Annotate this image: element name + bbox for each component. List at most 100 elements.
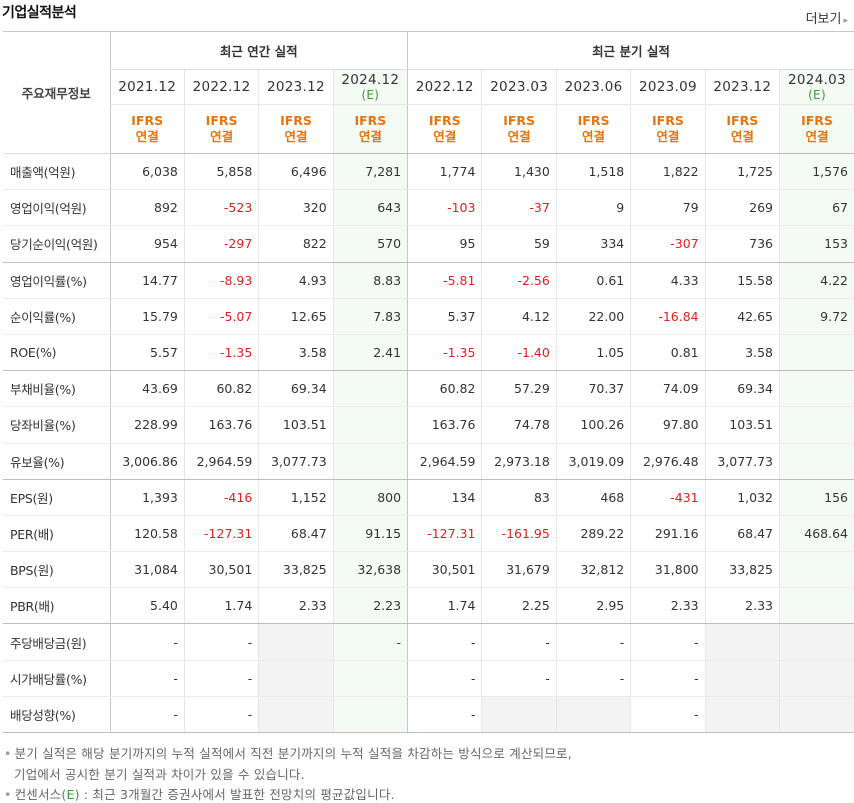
data-cell: 33,825 [704, 551, 780, 589]
data-cell: 4.22 [779, 262, 854, 299]
bullet-icon: • [4, 787, 12, 802]
period-header: 2022.12 [183, 69, 259, 105]
ifrs-header: IFRS 연결 [555, 104, 631, 154]
data-cell: 31,800 [630, 551, 706, 589]
data-cell: 31,084 [109, 551, 185, 589]
consolidated-label: 연결 [805, 129, 829, 144]
data-cell: 6,496 [258, 153, 334, 191]
data-cell [779, 370, 854, 408]
period-label: 2024.12 [341, 71, 400, 88]
table-row: 당기순이익(억원) 954 -297 822 570 95 59 334 -307 736 153 [3, 225, 854, 263]
quarterly-group-header: 최근 분기 실적 [407, 31, 854, 70]
data-cell: 1,725 [704, 153, 780, 191]
data-cell [258, 623, 334, 661]
data-cell: 2,976.48 [630, 443, 706, 480]
data-cell: -5.81 [407, 262, 482, 299]
table-row: 당좌비율(%) 228.99 163.76 103.51 163.76 74.78 100.… [3, 406, 854, 444]
data-cell: 468.64 [779, 515, 854, 553]
data-cell: 822 [258, 225, 334, 263]
data-cell: - [109, 660, 185, 697]
data-cell: 153 [779, 225, 854, 263]
data-cell: 228.99 [109, 406, 185, 444]
data-cell: 3.58 [704, 334, 780, 372]
annual-group-header: 최근 연간 실적 [109, 31, 408, 70]
data-cell [555, 696, 631, 734]
data-cell: 91.15 [332, 515, 408, 553]
ifrs-header: IFRS 연결 [779, 104, 854, 154]
data-cell: 1.74 [183, 587, 259, 625]
table-row: BPS(원) 31,084 30,501 33,825 32,638 30,501 31,6… [3, 551, 854, 589]
ifrs-label: IFRS [280, 113, 312, 128]
ifrs-header: IFRS 연결 [183, 104, 259, 154]
data-cell [704, 660, 780, 697]
data-cell: - [630, 696, 706, 734]
data-cell: 2.23 [332, 587, 408, 625]
period-label: 2023.03 [490, 79, 549, 95]
data-cell [481, 696, 557, 734]
data-cell: -127.31 [407, 515, 482, 553]
estimate-label: (E) [808, 87, 826, 102]
table-row: EPS(원) 1,393 -416 1,152 800 134 83 468 -431 1,032… [3, 479, 854, 516]
period-label: 2024.03 [788, 71, 846, 88]
period-label: 2023.12 [713, 79, 772, 95]
table-row: 주당배당금(원) - - - - - - - [3, 623, 854, 661]
row-label: PER(배) [3, 515, 110, 553]
period-header: 2023.06 [555, 69, 631, 105]
data-cell: -1.35 [183, 334, 259, 372]
data-cell: 5.40 [109, 587, 185, 625]
data-cell: 30,501 [407, 551, 482, 589]
table-row: 부채비율(%) 43.69 60.82 69.34 60.82 57.29 70.37 74.… [3, 370, 854, 408]
data-cell: 2.41 [332, 334, 408, 372]
data-cell: 2.33 [630, 587, 706, 625]
data-cell: 4.93 [258, 262, 334, 299]
data-cell [779, 696, 854, 734]
data-cell [332, 406, 408, 444]
data-cell: 291.16 [630, 515, 706, 553]
data-cell: 468 [555, 479, 631, 516]
period-label: 2023.09 [638, 79, 697, 95]
data-cell: 74.78 [481, 406, 557, 444]
data-cell: 7.83 [332, 298, 408, 335]
data-cell [704, 696, 780, 734]
consolidated-label: 연결 [730, 129, 754, 144]
data-cell: -127.31 [183, 515, 259, 553]
data-cell: 2,964.59 [183, 443, 259, 480]
data-cell: 59 [481, 225, 557, 263]
data-cell: 100.26 [555, 406, 631, 444]
data-cell: 2.33 [704, 587, 780, 625]
data-cell: 1.74 [407, 587, 482, 625]
ifrs-header: IFRS 연결 [407, 104, 482, 154]
row-label: 영업이익률(%) [3, 262, 110, 299]
table-row: 유보율(%) 3,006.86 2,964.59 3,077.73 2,964.59 2,… [3, 443, 854, 480]
row-label: 부채비율(%) [3, 370, 110, 408]
data-cell: 320 [258, 189, 334, 227]
period-header: 2022.12 [407, 69, 482, 105]
period-label: 2023.12 [267, 79, 325, 95]
data-cell: 3.58 [258, 334, 334, 372]
table-row: 순이익률(%) 15.79 -5.07 12.65 7.83 5.37 4.12 22.00-… [3, 298, 854, 335]
data-cell: - [332, 623, 408, 661]
data-cell: 2,973.18 [481, 443, 557, 480]
data-cell: 2.33 [258, 587, 334, 625]
row-label: 시가배당률(%) [3, 660, 110, 697]
data-cell: 2.25 [481, 587, 557, 625]
row-label: EPS(원) [3, 479, 110, 516]
data-cell: 156 [779, 479, 854, 516]
data-cell: 60.82 [183, 370, 259, 408]
data-cell: 289.22 [555, 515, 631, 553]
period-header: 2023.09 [630, 69, 706, 105]
period-label: 2022.12 [415, 79, 474, 95]
data-cell: 33,825 [258, 551, 334, 589]
data-cell: 1,518 [555, 153, 631, 191]
period-header: 2024.03 (E) [779, 69, 854, 105]
more-label: 더보기 [805, 12, 842, 27]
more-link[interactable]: 더보기 ▸ [806, 8, 848, 27]
data-cell: - [630, 660, 706, 697]
ifrs-label: IFRS [726, 113, 759, 128]
period-header: 2021.12 [109, 69, 185, 105]
data-cell: 14.77 [109, 262, 185, 299]
ifrs-label: IFRS [428, 113, 461, 128]
period-header: 2023.12 [258, 69, 334, 105]
data-cell: 8.83 [332, 262, 408, 299]
row-label: 영업이익(억원) [3, 189, 110, 227]
